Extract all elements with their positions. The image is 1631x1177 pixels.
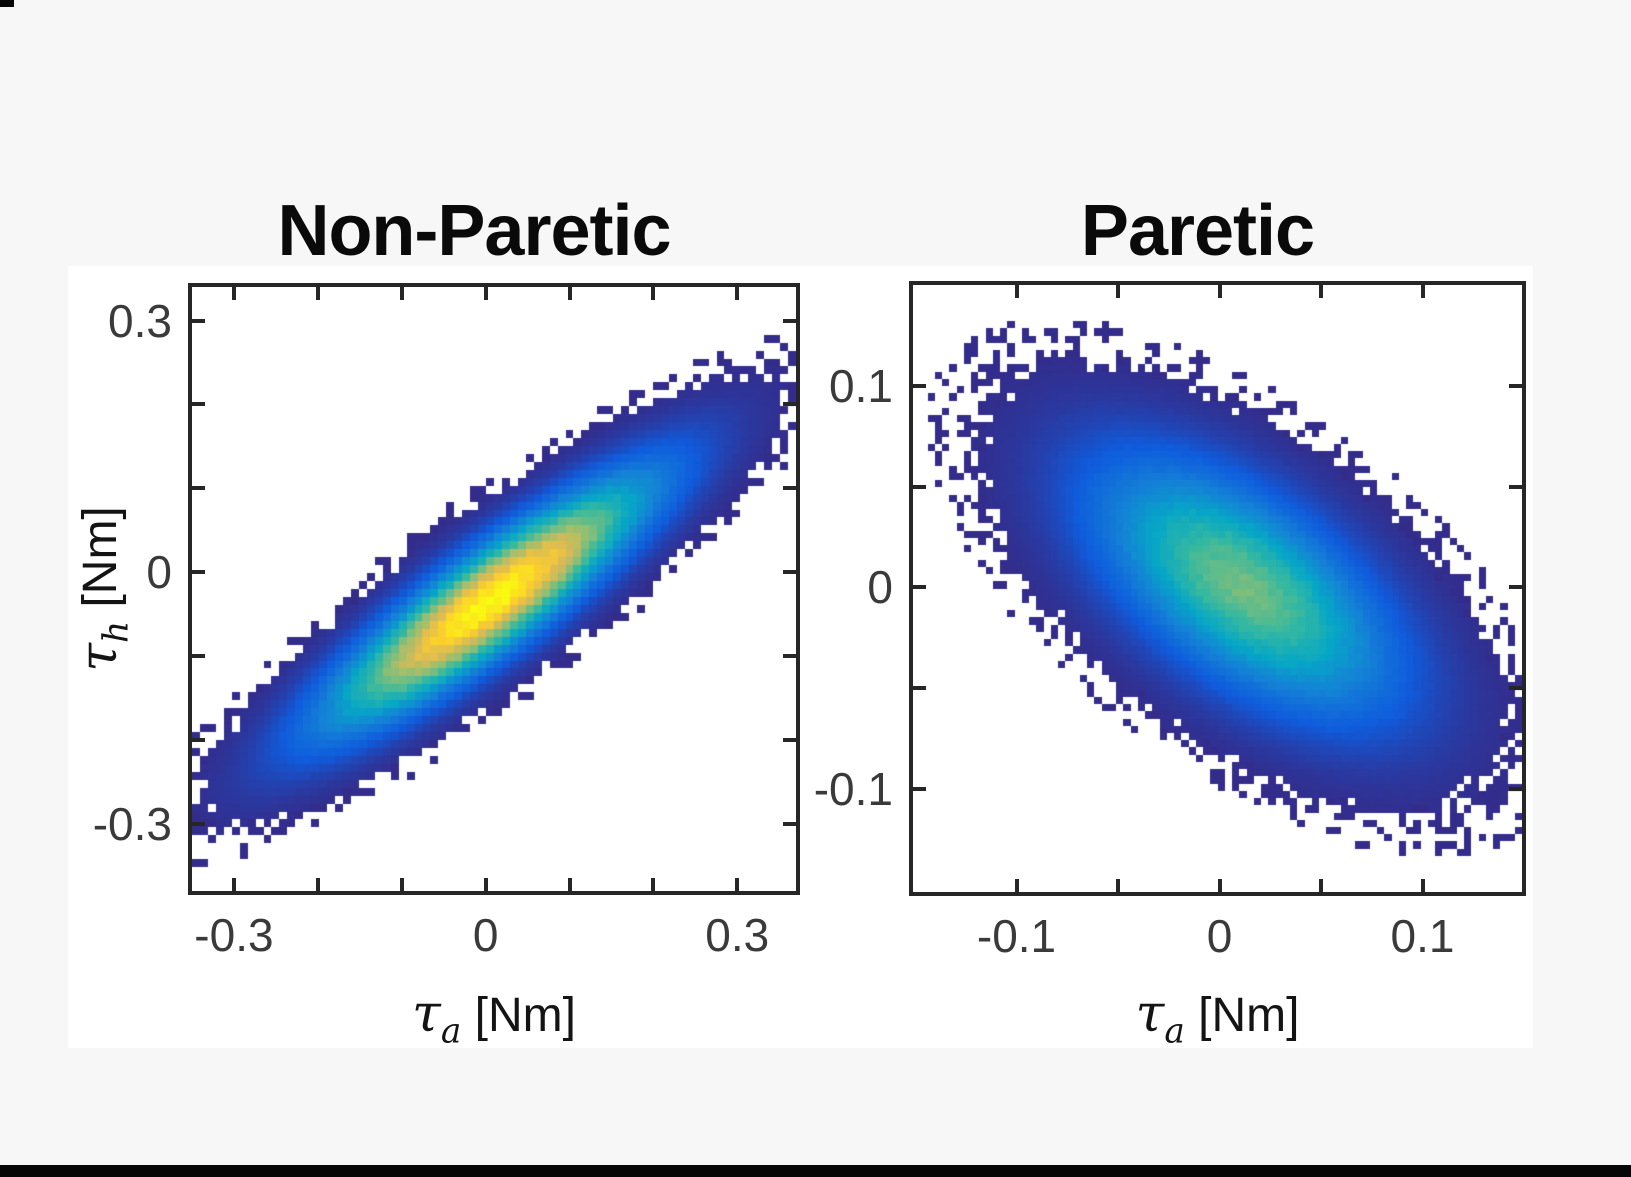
- x-tick-label: 0.3: [705, 909, 770, 961]
- x-tick-label: 0: [1206, 910, 1233, 962]
- tick-mark: [192, 402, 205, 407]
- tick-mark: [651, 878, 656, 891]
- axes-box-paretic: [909, 281, 1526, 896]
- tick-mark: [483, 878, 488, 891]
- tick-mark: [913, 787, 926, 792]
- y-tick-label: 0.1: [829, 359, 893, 412]
- y-tick-label: -0.3: [92, 797, 172, 850]
- tick-mark: [913, 383, 926, 388]
- tick-mark: [1509, 686, 1522, 691]
- tau-a-symbol: τa: [412, 984, 462, 1052]
- tick-mark: [735, 878, 740, 891]
- tick-mark: [913, 484, 926, 489]
- tick-mark: [913, 686, 926, 691]
- tau-h-symbol: τh: [69, 620, 137, 672]
- x-tick-label: 0: [472, 909, 499, 961]
- tick-mark: [1420, 879, 1425, 892]
- tick-mark: [783, 738, 796, 742]
- density-heatmap-paretic: [913, 285, 1522, 892]
- x-tick-label: -0.3: [194, 909, 274, 961]
- tick-mark: [1509, 585, 1522, 590]
- tau-a-symbol: τa: [1135, 984, 1185, 1052]
- y-tick-label: 0.3: [108, 294, 172, 347]
- plot-title-non-paretic: Non-Paretic: [277, 191, 671, 272]
- tick-mark: [1420, 285, 1425, 298]
- tick-mark: [1217, 879, 1222, 892]
- tick-mark: [1509, 787, 1522, 792]
- tick-mark: [231, 878, 236, 891]
- tick-mark: [651, 287, 656, 300]
- tick-mark: [192, 486, 205, 491]
- tick-mark: [1509, 484, 1522, 489]
- tick-mark: [1319, 879, 1324, 892]
- tick-mark: [783, 402, 796, 407]
- tick-mark: [399, 287, 404, 300]
- plot-title-paretic: Paretic: [1080, 191, 1315, 272]
- density-heatmap-non-paretic: [192, 287, 796, 891]
- tick-mark: [192, 654, 205, 659]
- tick-mark: [315, 287, 320, 300]
- tick-mark: [783, 654, 796, 659]
- tick-mark: [1217, 285, 1222, 298]
- y-tick-label: 0: [867, 561, 893, 614]
- tick-mark: [1509, 383, 1522, 388]
- tick-mark: [483, 287, 488, 300]
- tick-mark: [1319, 285, 1324, 298]
- tick-mark: [783, 570, 796, 575]
- y-tick-label: 0: [146, 546, 172, 599]
- tick-mark: [1116, 285, 1121, 298]
- axes-box-non-paretic: [188, 283, 800, 895]
- tick-mark: [315, 878, 320, 891]
- tick-mark: [783, 821, 796, 826]
- tick-mark: [783, 486, 796, 491]
- tick-mark: [783, 318, 796, 323]
- tick-mark: [192, 318, 205, 323]
- tick-mark: [192, 570, 205, 575]
- tick-mark: [1116, 879, 1121, 892]
- tick-mark: [567, 878, 572, 891]
- corner-mark: [0, 0, 14, 7]
- tick-mark: [735, 287, 740, 300]
- tick-mark: [192, 738, 205, 742]
- x-axis-label-non-paretic: τa [Nm]: [412, 984, 576, 1052]
- x-axis-label-paretic: τa [Nm]: [1135, 984, 1300, 1052]
- x-tick-label: -0.1: [976, 910, 1057, 962]
- tick-mark: [231, 287, 236, 300]
- tick-mark: [567, 287, 572, 300]
- tick-mark: [913, 585, 926, 590]
- tick-mark: [399, 878, 404, 891]
- tick-mark: [1014, 879, 1019, 892]
- tick-mark: [1014, 285, 1019, 298]
- y-tick-label: -0.1: [813, 763, 893, 816]
- bottom-bar: [0, 1165, 1631, 1177]
- tick-mark: [192, 821, 205, 826]
- x-tick-label: 0.1: [1390, 910, 1455, 962]
